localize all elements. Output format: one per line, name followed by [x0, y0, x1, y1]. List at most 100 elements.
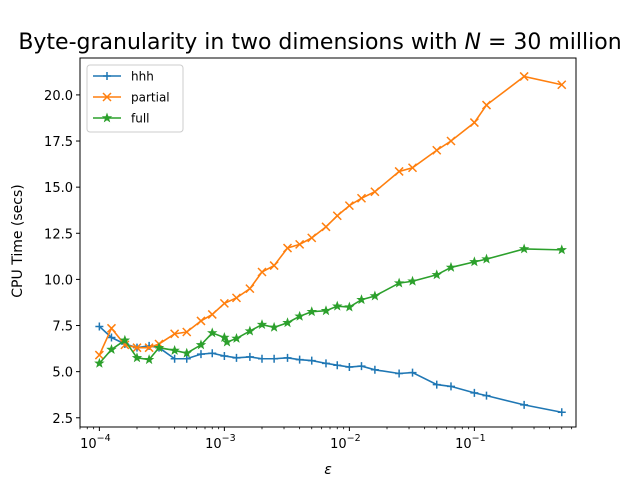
data-point-full-7 [181, 347, 192, 358]
data-point-partial-27 [469, 118, 479, 128]
chart-title-suffix: = 30 million [481, 30, 622, 55]
data-point-full-15 [268, 321, 280, 332]
data-point-partial-24 [407, 163, 418, 173]
data-point-full-14 [256, 319, 268, 330]
axes-frame [79, 57, 577, 428]
data-point-hhh-16 [295, 355, 304, 364]
axes [79, 57, 577, 428]
data-point-partial-12 [245, 284, 255, 294]
legend-box [86, 64, 184, 133]
data-point-full-24 [393, 277, 405, 288]
data-point-hhh-17 [307, 356, 316, 365]
data-point-full-30 [518, 243, 530, 254]
data-point-hhh-6 [170, 354, 179, 363]
data-point-hhh-12 [245, 352, 254, 361]
data-point-full-18 [306, 306, 317, 317]
data-point-hhh-19 [333, 361, 342, 370]
data-point-hhh-15 [283, 353, 292, 362]
data-point-partial-26 [446, 136, 456, 146]
x-axis-label: ε [324, 462, 332, 478]
chart-title: Byte-granularity in two dimensions with … [18, 30, 621, 55]
series-line-hhh [98, 325, 562, 414]
data-point-full-6 [169, 344, 180, 355]
data-point-full-12 [231, 332, 242, 343]
data-point-hhh-9 [208, 349, 217, 358]
data-point-full-31 [556, 244, 567, 255]
plot-area [94, 71, 567, 417]
data-point-hhh-25 [432, 380, 441, 389]
data-point-full-9 [207, 327, 218, 338]
data-point-partial-15 [282, 243, 293, 253]
data-point-hhh-0 [95, 322, 104, 331]
data-point-hhh-7 [182, 354, 191, 363]
data-point-full-27 [445, 261, 457, 272]
data-point-partial-28 [481, 100, 492, 110]
y-tick-label-0: 2.5 [52, 412, 73, 427]
data-point-partial-6 [170, 329, 180, 339]
data-point-partial-8 [196, 316, 206, 326]
data-point-hhh-28 [482, 391, 491, 400]
data-point-full-2 [119, 334, 131, 345]
series-hhh [95, 322, 566, 417]
data-point-full-5 [153, 342, 165, 353]
data-point-partial-18 [321, 222, 331, 232]
data-point-partial-11 [231, 293, 242, 303]
x-tick-label-1: 10−3 [205, 433, 236, 452]
legend-marker-partial [102, 92, 112, 102]
y-tick-label-7: 20.0 [44, 89, 73, 104]
legend-label-hhh: hhh [131, 70, 154, 84]
data-point-full-20 [332, 300, 343, 311]
data-point-hhh-18 [321, 359, 330, 368]
series-full [94, 243, 567, 368]
data-point-full-0 [94, 357, 105, 368]
x-tick-label-3: 10−1 [455, 433, 486, 452]
data-point-full-17 [294, 310, 305, 321]
legend-item-full: full [93, 112, 150, 126]
data-point-full-16 [282, 317, 293, 328]
data-point-partial-21 [356, 193, 367, 203]
data-point-partial-3 [132, 343, 142, 353]
data-point-full-29 [481, 253, 492, 264]
data-point-partial-4 [144, 343, 154, 353]
data-point-partial-7 [182, 327, 192, 337]
data-point-full-26 [431, 269, 442, 280]
data-point-partial-23 [394, 166, 404, 176]
legend-item-partial: partial [93, 91, 170, 105]
data-point-hhh-10 [220, 351, 229, 360]
legend-marker-hhh [103, 72, 111, 80]
data-point-full-11 [221, 336, 233, 347]
data-point-full-23 [369, 290, 381, 301]
data-point-hhh-23 [395, 369, 404, 378]
data-point-hhh-8 [196, 350, 205, 359]
legend: hhh partial full [86, 64, 184, 133]
data-point-full-25 [407, 275, 418, 286]
data-point-hhh-24 [408, 368, 417, 377]
data-point-hhh-21 [357, 362, 366, 371]
series-line-full [98, 248, 562, 364]
data-point-full-1 [106, 344, 117, 354]
data-point-partial-13 [257, 267, 267, 277]
y-tick-label-4: 12.5 [44, 227, 73, 242]
data-point-full-28 [469, 256, 480, 267]
data-point-full-22 [356, 294, 367, 305]
data-point-hhh-1 [107, 333, 116, 342]
data-point-full-13 [244, 325, 256, 336]
y-tick-label-1: 5.0 [52, 366, 73, 381]
legend-label-full: full [131, 112, 150, 126]
legend-item-hhh: hhh [93, 70, 154, 84]
data-point-partial-0 [94, 350, 104, 360]
data-point-full-10 [219, 332, 230, 342]
data-point-hhh-30 [557, 408, 566, 417]
ticks: 2.5 5.0 7.5 10.0 12.5 15.0 17.5 20.0 10−4 10−3 10−… [44, 89, 573, 452]
data-point-full-8 [195, 339, 207, 350]
y-axis-label: CPU Time (secs) [10, 184, 26, 297]
data-point-full-4 [143, 354, 155, 365]
data-point-partial-16 [295, 239, 305, 249]
data-point-hhh-22 [370, 365, 379, 374]
data-point-full-19 [320, 305, 332, 316]
data-point-hhh-26 [446, 382, 455, 391]
data-point-partial-29 [519, 71, 529, 81]
data-point-partial-10 [219, 298, 229, 308]
data-point-full-3 [131, 352, 143, 363]
